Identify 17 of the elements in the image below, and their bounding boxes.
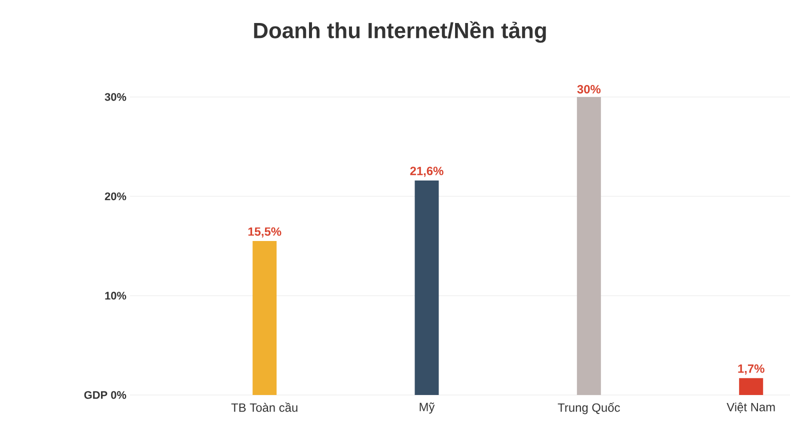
x-tick-label: Mỹ (420, 402, 435, 414)
data-label: 15,5% (248, 227, 282, 238)
y-tick-label: 10% (105, 292, 126, 300)
y-tick-label: GDP 0% (84, 391, 126, 399)
x-tick-label: Việt Nam (726, 402, 775, 414)
y-tick-label: 20% (104, 192, 126, 200)
data-label: 21,6% (410, 166, 444, 177)
data-label: 1,7% (738, 364, 764, 375)
chart-title: Doanh thu Internet/Nền tảng (254, 21, 546, 43)
data-label: 30% (577, 85, 601, 94)
y-tick-label: 30% (104, 93, 126, 101)
x-tick-label: TB Toàn cầu (231, 402, 298, 412)
bar (252, 241, 277, 395)
bar (414, 180, 439, 395)
x-tick-label: Trung Quốc (558, 402, 620, 414)
bar (576, 96, 601, 395)
bar (739, 378, 764, 395)
